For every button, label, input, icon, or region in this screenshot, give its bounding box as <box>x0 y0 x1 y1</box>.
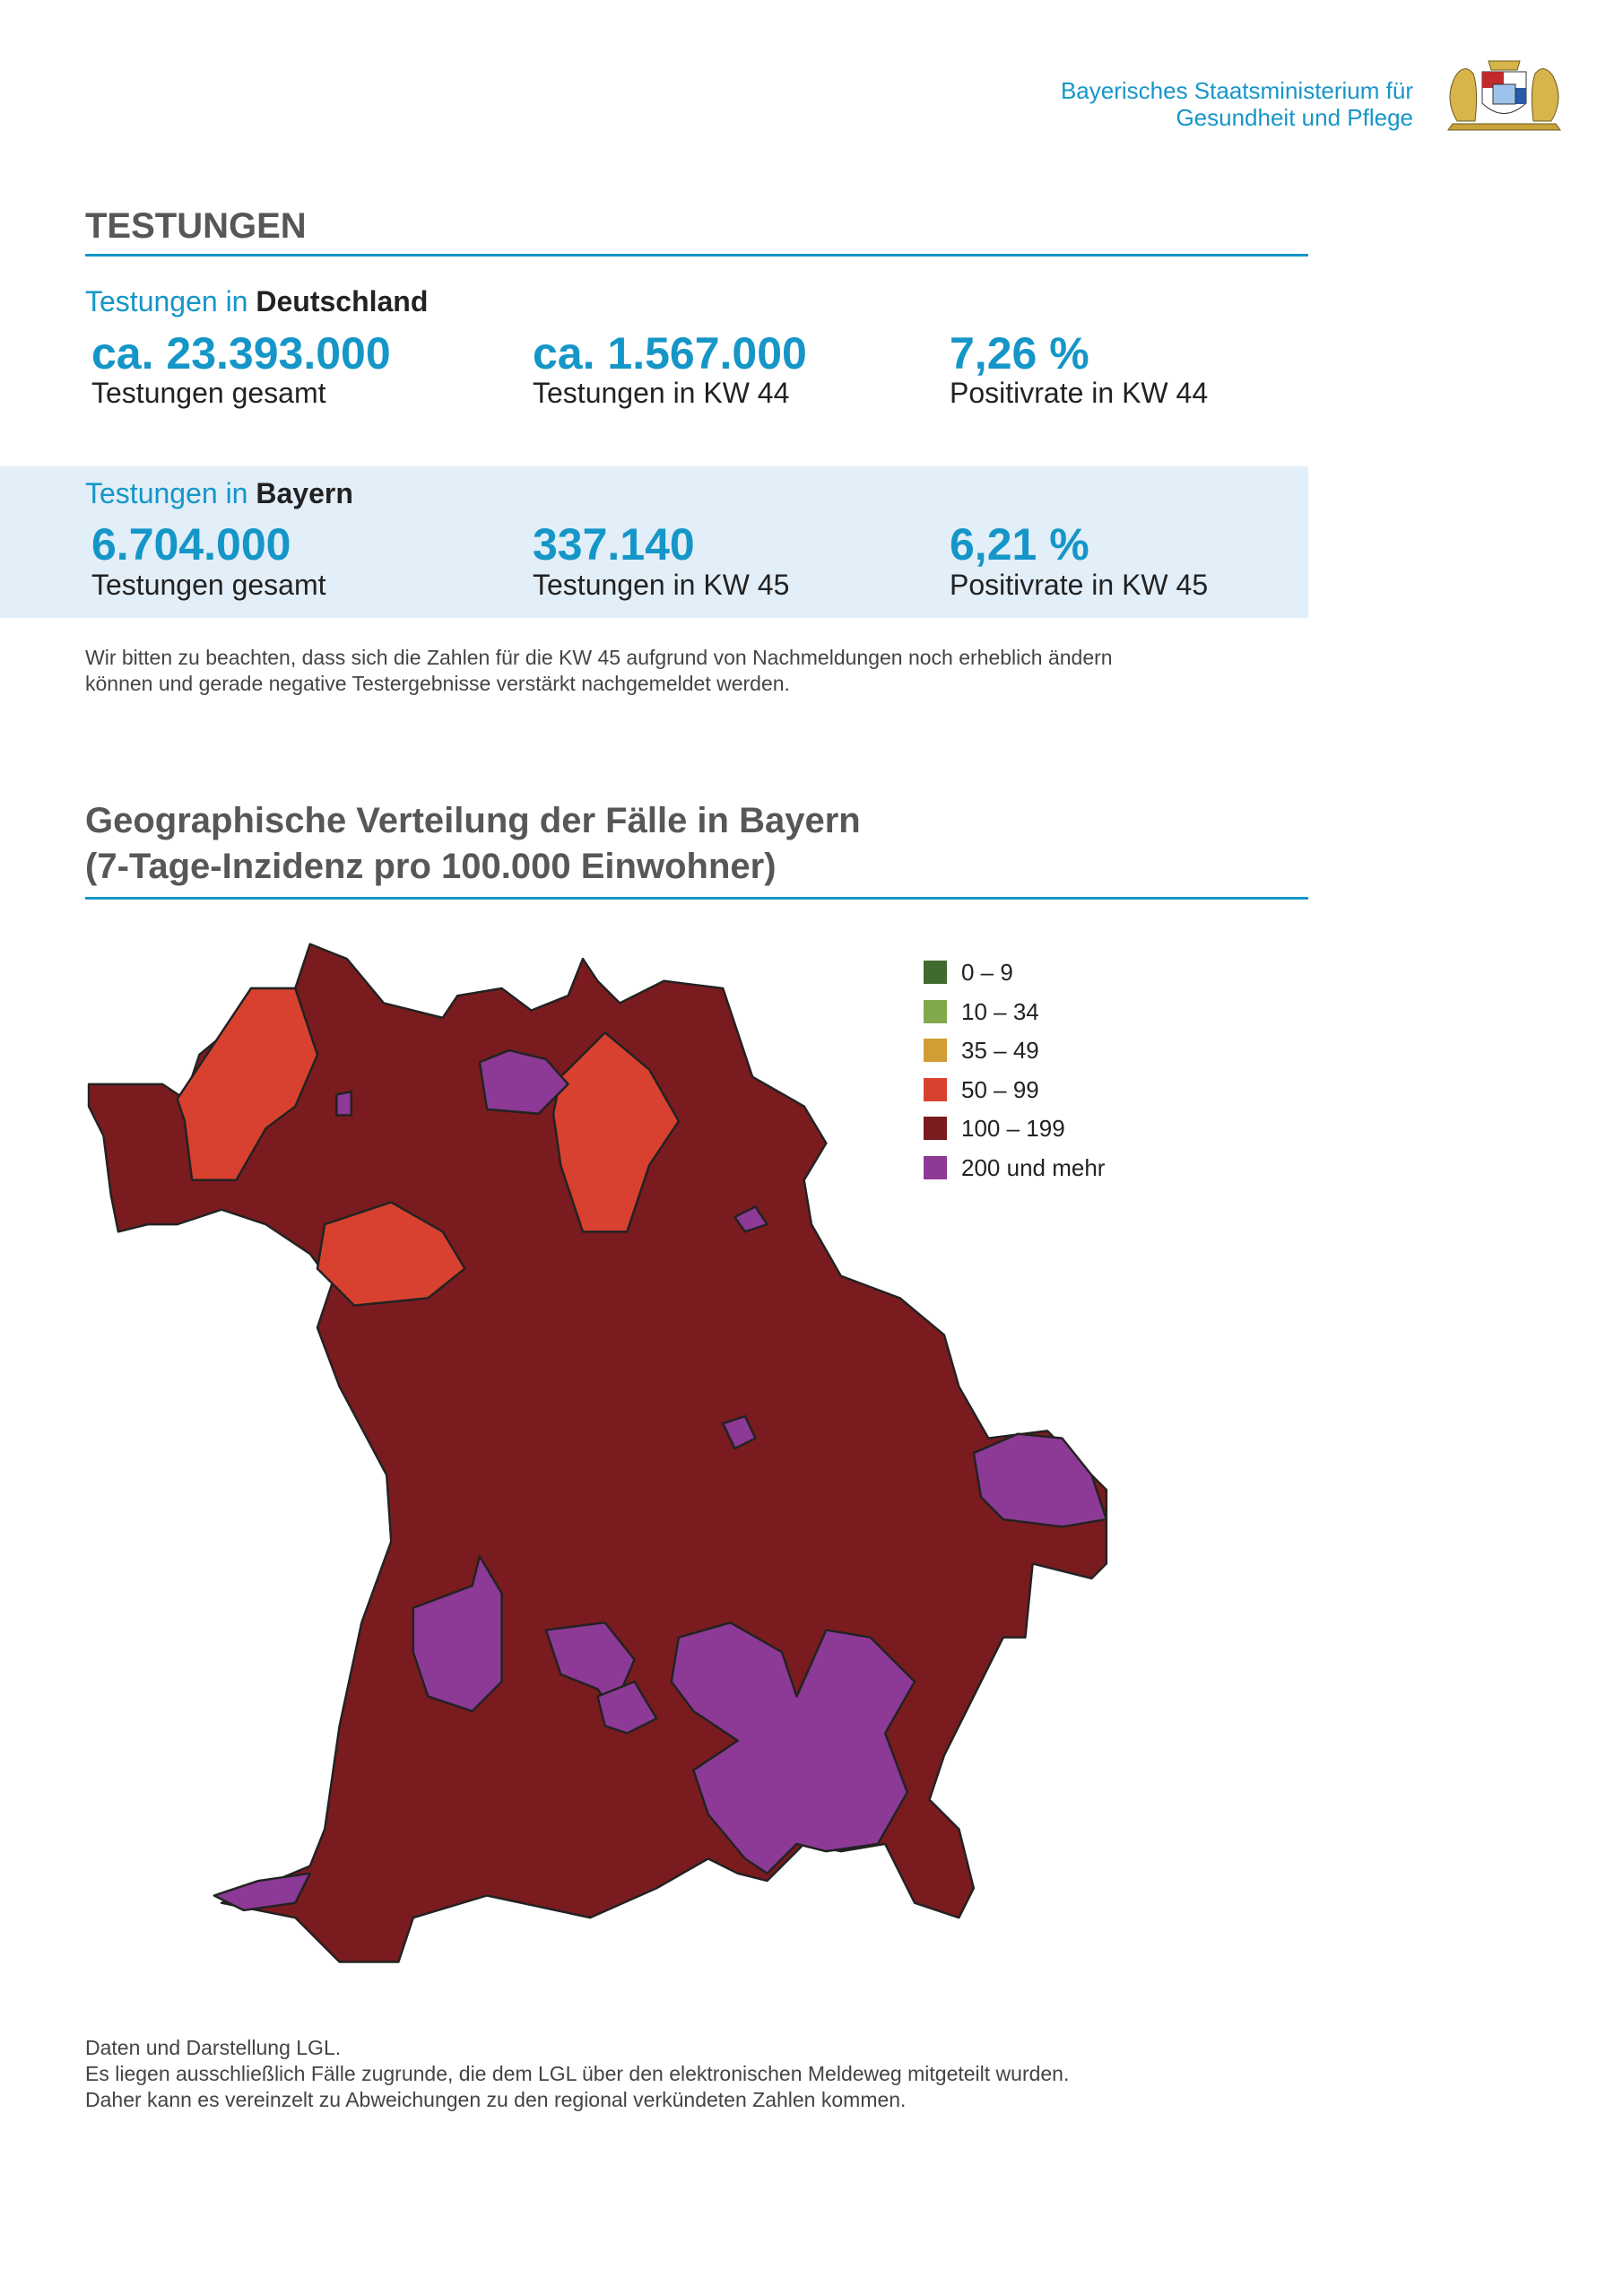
rule <box>85 897 1308 900</box>
region <box>316 1201 466 1307</box>
note: können und gerade negative Testergebniss… <box>85 672 790 695</box>
coat-of-arms <box>1447 60 1561 131</box>
region <box>551 1031 681 1233</box>
footer-text: Es liegen ausschließlich Fälle zugrunde,… <box>85 2062 1070 2085</box>
stat-value: 7,26 % <box>950 328 1089 378</box>
region <box>596 1680 658 1735</box>
legend-swatch <box>924 1077 947 1101</box>
region <box>412 1554 503 1713</box>
region <box>213 1872 311 1912</box>
map-title: (7-Tage-Inzidenz pro 100.000 Einwohner) <box>85 847 777 886</box>
map <box>87 943 1108 1963</box>
region <box>972 1432 1108 1528</box>
footer-text: Daten und Darstellung LGL. <box>85 2036 342 2059</box>
org-name: Bayerisches Staatsministerium für <box>1060 77 1413 104</box>
stat-value: 6.704.000 <box>91 519 291 570</box>
legend-swatch <box>924 1039 947 1062</box>
stat-value: ca. 1.567.000 <box>533 328 807 378</box>
stat-label: Testungen in KW 45 <box>533 569 790 601</box>
stat-value: 6,21 % <box>950 519 1089 570</box>
subheading: Testungen in Deutschland <box>85 285 428 318</box>
map-title: Geographische Verteilung der Fälle in Ba… <box>85 801 861 840</box>
legend-label: 50 – 99 <box>961 1075 1039 1103</box>
rule <box>85 254 1308 257</box>
region <box>733 1205 768 1233</box>
note: Wir bitten zu beachten, dass sich die Za… <box>85 646 1113 669</box>
stat-label: Testungen in KW 44 <box>533 377 790 409</box>
legend-label: 35 – 49 <box>961 1037 1039 1064</box>
stat-label: Positivrate in KW 45 <box>950 569 1209 601</box>
legend-swatch <box>924 999 947 1023</box>
legend-label: 0 – 9 <box>961 959 1013 986</box>
region <box>478 1048 569 1116</box>
stat-value: 337.140 <box>533 519 695 570</box>
legend-swatch <box>924 1117 947 1140</box>
subheading-prefix: Testungen in <box>85 285 256 317</box>
region <box>176 987 319 1182</box>
stat-value: ca. 23.393.000 <box>91 328 391 378</box>
stat-label: Positivrate in KW 44 <box>950 377 1209 409</box>
legend-swatch <box>924 1155 947 1179</box>
highlight-band <box>0 466 1308 618</box>
legend-label: 100 – 199 <box>961 1115 1065 1142</box>
org-name: Gesundheit und Pflege <box>1176 104 1413 131</box>
legend-label: 200 und mehr <box>961 1153 1106 1181</box>
stat-label: Testungen gesamt <box>91 377 326 409</box>
legend-label: 10 – 34 <box>961 997 1039 1025</box>
subheading-prefix: Testungen in <box>85 477 256 509</box>
region <box>335 1090 353 1117</box>
subheading-region: Deutschland <box>256 285 429 317</box>
legend-swatch <box>924 961 947 984</box>
subheading: Testungen in Bayern <box>85 477 353 510</box>
stat-label: Testungen gesamt <box>91 569 326 601</box>
region <box>722 1414 757 1450</box>
footer-text: Daher kann es vereinzelt zu Abweichungen… <box>85 2088 907 2111</box>
subheading-region: Bayern <box>256 477 353 509</box>
section-title: TESTUNGEN <box>85 206 307 246</box>
region <box>670 1621 916 1875</box>
